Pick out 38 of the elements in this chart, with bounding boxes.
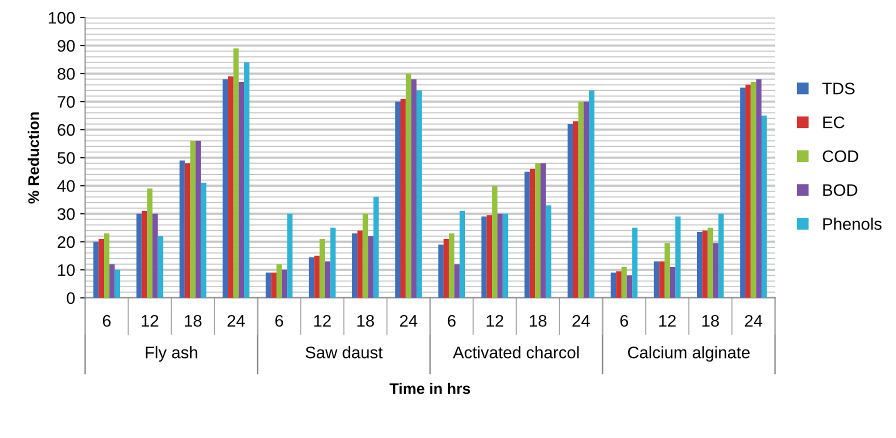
text: Calcium alginate — [628, 346, 750, 362]
legend-label: COD — [822, 150, 858, 162]
text: Activated charcol — [452, 346, 579, 358]
x-tick-label: 18 — [184, 314, 202, 327]
legend-label: EC — [823, 116, 844, 128]
x-tick-label: 12 — [659, 314, 676, 327]
x-tick-label: 18 — [357, 314, 374, 327]
y-tick-label: 50 — [58, 152, 75, 164]
y-tick-label: 20 — [58, 236, 75, 248]
x-tick-label: 12 — [314, 314, 331, 327]
y-tick-label: 60 — [58, 124, 75, 136]
x-tick-label: 6 — [448, 314, 456, 327]
text: Saw daust — [306, 346, 383, 358]
y-tick-label: 30 — [57, 208, 75, 220]
y-tick-label: 40 — [57, 180, 75, 192]
x-tick-label: 6 — [275, 314, 284, 327]
x-tick-label: 24 — [572, 314, 590, 327]
x-axis-title: Time in hrs — [390, 382, 470, 394]
legend-label: TDS — [822, 82, 855, 94]
x-tick-label: 12 — [486, 314, 504, 327]
x-tick-label: 18 — [702, 314, 719, 327]
x-tick-label: 24 — [228, 314, 245, 327]
x-tick-label: 24 — [745, 314, 762, 327]
legend-label: BOD — [823, 184, 858, 196]
x-tick-label: 6 — [620, 314, 628, 327]
x-tick-label: 6 — [102, 314, 111, 327]
y-tick-label: 80 — [58, 68, 75, 80]
y-tick-label: 90 — [58, 40, 75, 52]
y-tick-label: 10 — [58, 264, 75, 276]
x-tick-label: 18 — [530, 314, 546, 327]
y-axis-title: % Reduction — [28, 112, 40, 204]
text: Fly ash — [146, 346, 198, 362]
x-tick-label: 24 — [400, 314, 418, 327]
x-tick-label: 12 — [142, 314, 158, 327]
y-tick-label: 0 — [66, 292, 75, 304]
y-tick-label: 70 — [58, 96, 75, 108]
y-tick-label: 100 — [48, 12, 75, 24]
legend-label: Phenols — [823, 218, 882, 230]
